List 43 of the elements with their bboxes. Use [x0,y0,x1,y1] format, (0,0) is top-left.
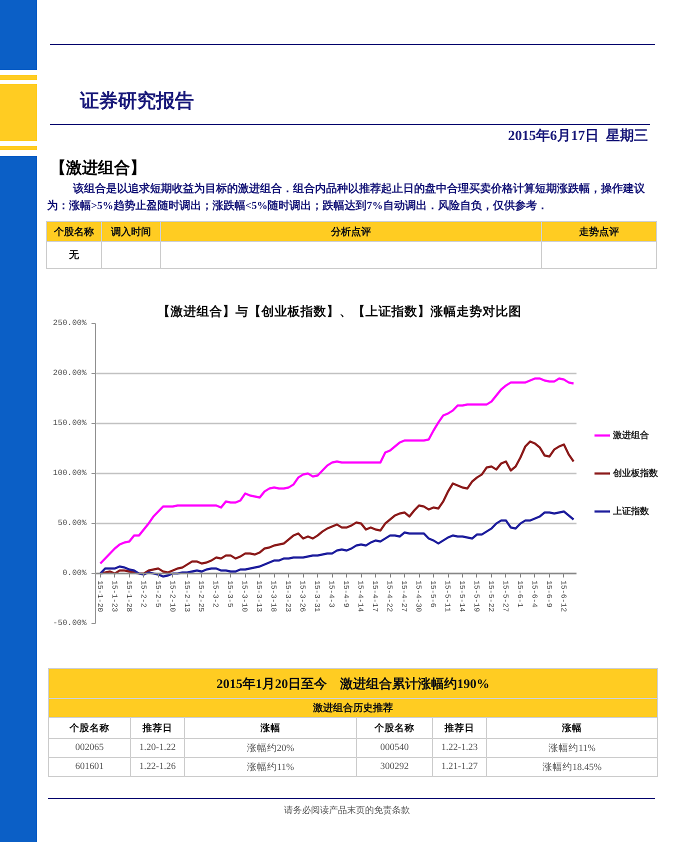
text: 1.22-1.23 [432,738,486,758]
text: 推荐日 [432,718,486,738]
text: 2015年1月20日至今 激进组合累计涨幅约190% [48,668,658,698]
chart-title: 【激进组合】与【创业板指数】、【上证指数】涨幅走势对比图 [158,304,522,318]
text: 激进组合历史推荐 [48,698,658,718]
text: 000540 [356,738,432,758]
text: 涨幅约18.45% [486,758,658,776]
y-tick-label: 50.00% [58,519,87,528]
text: 个股名称 [46,222,102,242]
text: 2015年6月17日 星期三 [508,127,648,145]
line-series [99,510,575,578]
text: 300292 [356,758,432,776]
y-tick-label: 100.00% [52,469,87,478]
text: 走势点评 [542,222,656,242]
text: 601601 [48,758,130,776]
y-tick-label: 150.00% [52,419,87,428]
y-tick-label: 0.00% [62,569,87,578]
text: 个股名称 [48,718,130,738]
y-tick-label: 250.00% [52,319,87,328]
text: 个股名称 [356,718,432,738]
text: 无 [46,242,102,268]
text: 调入时间 [102,222,160,242]
text: 证券研究报告 [80,90,194,114]
text: 1.22-1.26 [130,758,184,776]
legend-label: 创业板指数 [613,467,658,480]
text: 涨幅约20% [184,738,356,758]
y-tick-label: 200.00% [52,369,87,378]
y-tick-label: -50.00% [52,619,87,628]
text: 涨幅约11% [486,738,658,758]
text: 该组合是以追求短期收益为目标的激进组合．组合内品种以推荐起止日的盘中合理买卖价格计算短期涨跌幅，操作建议为：涨幅>5%趋势止盈随时调出；涨跌幅<5%随时调出；跌幅达到7%自动调出．风险自负，仅供参考． [47,182,646,214]
legend-label: 激进组合 [613,429,649,442]
text: 1.21-1.27 [432,758,486,776]
line-series [99,377,575,565]
text: 002065 [48,738,130,758]
text: 1.20-1.22 [130,738,184,758]
text: 【激进组合】 [50,158,146,179]
text: 分析点评 [160,222,542,242]
text: 请务必阅读产品末页的免责条款 [283,804,411,817]
text: 涨幅 [184,718,356,738]
text: 推荐日 [130,718,184,738]
legend-label: 上证指数 [613,505,649,518]
text: 涨幅 [486,718,658,738]
text: 涨幅约11% [184,758,356,776]
